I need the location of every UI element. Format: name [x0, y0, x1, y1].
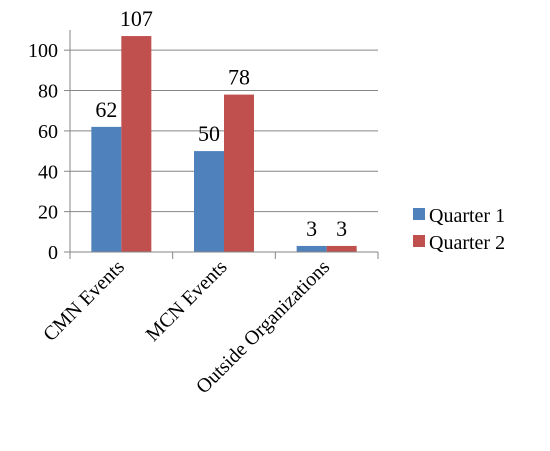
legend-swatch [413, 235, 425, 247]
bar-quarter-2 [121, 36, 152, 252]
legend-swatch [413, 208, 425, 220]
data-label: 107 [120, 6, 153, 31]
data-label: 3 [336, 216, 347, 241]
y-tick-label: 0 [48, 242, 58, 264]
data-label: 3 [306, 216, 317, 241]
data-label: 62 [95, 97, 117, 122]
bar-quarter-2 [326, 245, 357, 252]
legend: Quarter 1 Quarter 2 [413, 205, 505, 254]
legend-label: Quarter 1 [429, 205, 505, 227]
y-tick-label: 20 [38, 202, 58, 224]
bars [91, 36, 357, 252]
data-label: 78 [228, 65, 250, 90]
y-tick-label: 100 [28, 40, 58, 62]
axes [64, 30, 379, 259]
x-category-label: CMN Events [39, 256, 129, 346]
bar-quarter-2 [224, 94, 254, 252]
legend-label: Quarter 2 [429, 232, 505, 254]
x-category-label: MCN Events [142, 256, 232, 346]
bar-quarter-1 [91, 126, 122, 252]
y-tick-label: 40 [38, 161, 58, 183]
bar-quarter-1 [194, 151, 224, 252]
data-label: 50 [198, 121, 220, 146]
y-tick-label: 80 [38, 81, 58, 103]
labels: 0 20 40 60 80 100 62 107 CMN Events 50 78 MCN Event… [28, 6, 347, 398]
bar-quarter-1 [296, 245, 327, 252]
y-tick-label: 60 [38, 121, 58, 143]
